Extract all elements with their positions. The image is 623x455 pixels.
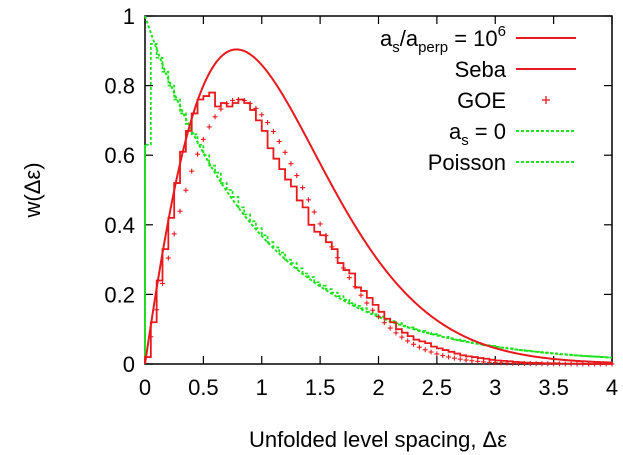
x-tick-label-4: 2: [372, 375, 384, 400]
tick-labels: 0 0.5 1 1.5 2 2.5 3 3.5 4 0 0.2 0.4 0.6 0.8 1: [104, 4, 618, 400]
goe-point: [265, 120, 271, 126]
goe-point: [451, 355, 457, 361]
legend-label-goe: GOE: [457, 88, 506, 113]
goe-point: [300, 185, 306, 191]
goe-point: [230, 97, 236, 103]
goe-point: [160, 280, 166, 286]
x-tick-label-1: 0.5: [188, 375, 219, 400]
goe-point: [405, 338, 411, 344]
goe-point: [393, 330, 399, 336]
goe-point: [200, 136, 206, 142]
goe-point: [428, 349, 434, 355]
x-tick-label-2: 1: [256, 375, 268, 400]
x-tick-label-7: 3.5: [538, 375, 569, 400]
goe-point: [288, 161, 294, 167]
x-tick-label-0: 0: [139, 375, 151, 400]
goe-point: [416, 344, 422, 350]
legend-swatch-goe: [542, 96, 550, 104]
y-tick-label-1: 0.2: [104, 282, 135, 307]
goe-point: [259, 112, 265, 118]
series-poisson: [144, 15, 613, 359]
x-axis-label: Unfolded level spacing, Δε: [249, 427, 507, 452]
goe-point: [276, 139, 282, 145]
series-seba: [144, 48, 613, 365]
goe-point: [311, 209, 317, 215]
goe-point: [422, 347, 428, 353]
goe-point: [475, 358, 481, 364]
goe-point: [195, 151, 201, 157]
goe-point: [346, 275, 352, 281]
legend-label-seba: Seba: [455, 57, 507, 82]
goe-point: [282, 149, 288, 155]
x-tick-label-8: 4: [606, 375, 618, 400]
goe-point: [177, 208, 183, 214]
goe-point: [165, 255, 171, 261]
goe-point: [463, 357, 469, 363]
goe-point: [411, 341, 417, 347]
goe-point: [440, 353, 446, 359]
y-axis-label: w(Δε): [20, 162, 45, 218]
goe-point: [446, 354, 452, 360]
goe-point: [305, 197, 311, 203]
goe-point: [381, 320, 387, 326]
goe-point: [364, 300, 370, 306]
y-tick-label-5: 1: [123, 4, 135, 29]
goe-point: [183, 187, 189, 193]
goe-point: [171, 231, 177, 237]
y-tick-label-3: 0.6: [104, 143, 135, 168]
x-tick-label-5: 2.5: [422, 375, 453, 400]
goe-point: [358, 292, 364, 298]
goe-point: [317, 221, 323, 227]
goe-point: [457, 356, 463, 362]
goe-point: [270, 129, 276, 135]
goe-point: [387, 325, 393, 331]
goe-point: [376, 314, 381, 320]
goe-point: [294, 173, 300, 179]
legend-label-as-zero: as = 0: [449, 119, 506, 149]
legend: as/aperp = 106 Seba GOE as = 0 Poisson: [380, 23, 576, 175]
x-tick-label-3: 1.5: [305, 375, 336, 400]
goe-point: [399, 334, 405, 340]
goe-point: [434, 351, 440, 357]
y-tick-label-0: 0: [123, 352, 135, 377]
goe-point: [481, 359, 487, 365]
goe-point: [206, 124, 212, 130]
y-tick-label-2: 0.4: [104, 213, 135, 238]
goe-point: [469, 358, 475, 364]
x-tick-label-6: 3: [489, 375, 501, 400]
series-as-zero: [144, 42, 612, 364]
series-goe: [148, 96, 615, 367]
goe-point: [212, 114, 218, 120]
series-layer: [144, 15, 615, 367]
legend-label-poisson: Poisson: [428, 150, 506, 175]
legend-label-as-aperp: as/aperp = 106: [380, 23, 506, 56]
y-tick-label-4: 0.8: [104, 74, 135, 99]
series-as-aperp: [144, 91, 612, 365]
goe-point: [370, 307, 376, 313]
goe-point: [189, 168, 195, 174]
